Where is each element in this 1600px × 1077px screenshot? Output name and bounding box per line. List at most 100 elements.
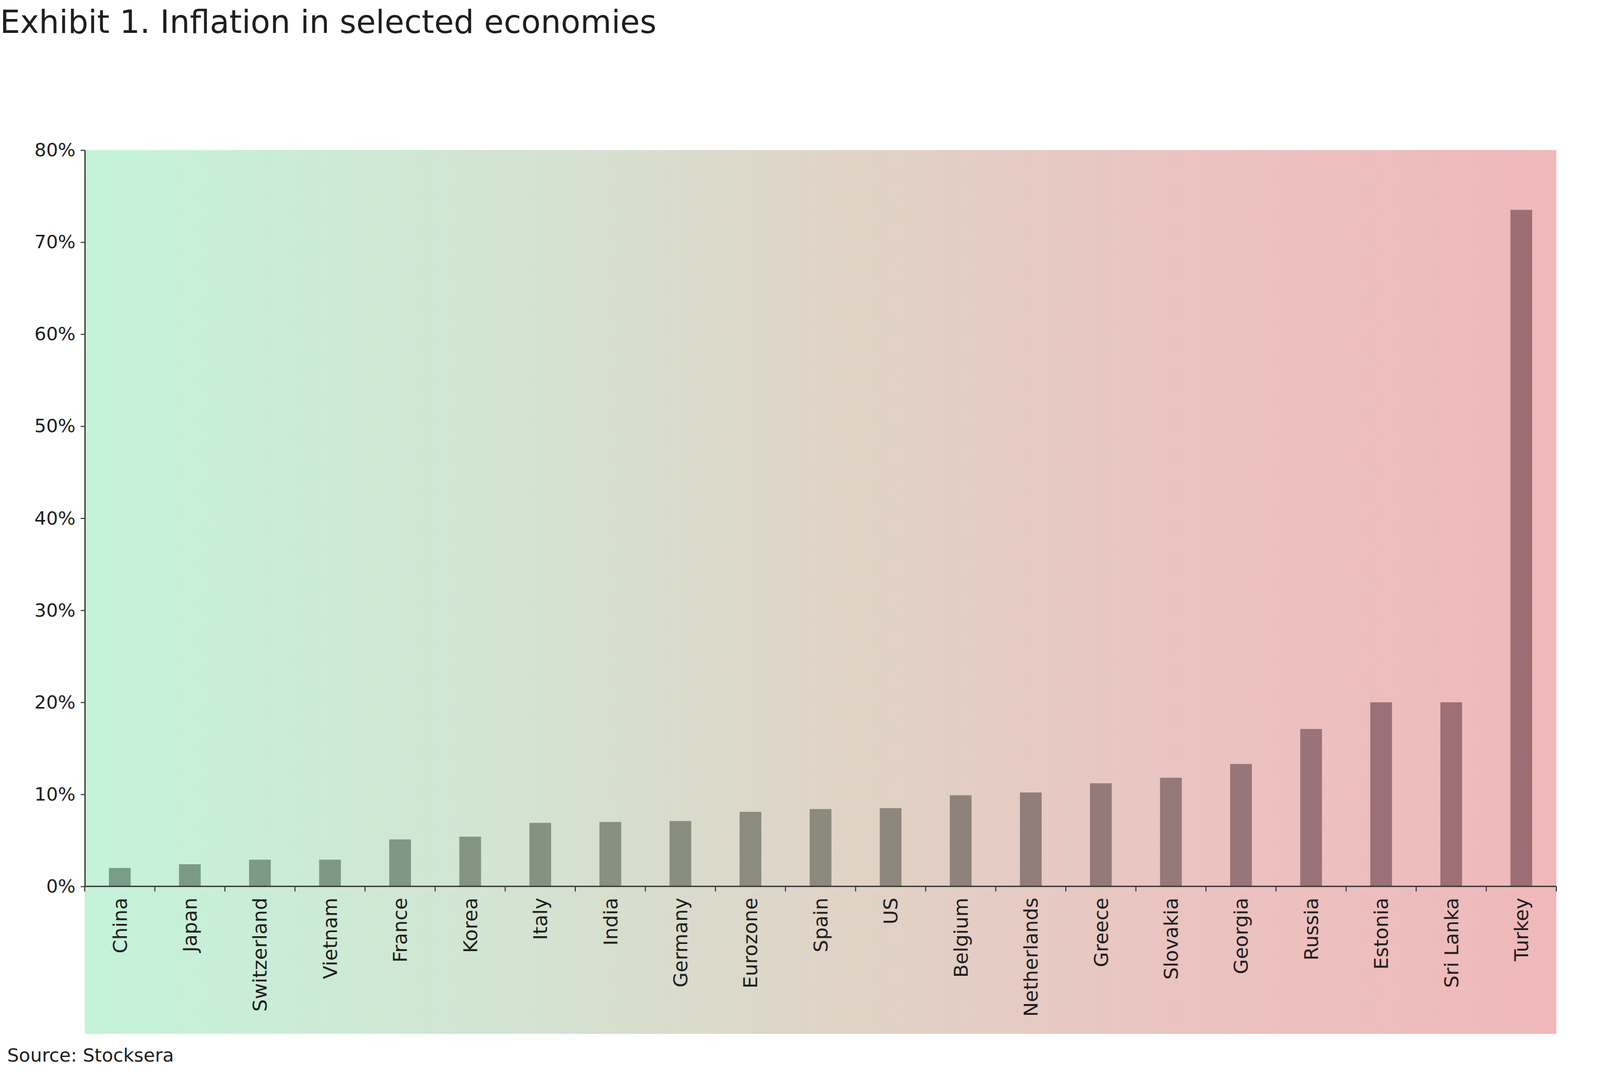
x-tick-label: France: [388, 897, 412, 963]
bar: [1300, 728, 1322, 887]
x-tick-label: Vietnam: [318, 897, 342, 979]
x-separator: [84, 886, 86, 892]
y-tick-mark: [80, 149, 85, 152]
y-tick: 0%: [46, 875, 85, 897]
x-separator: [224, 886, 226, 892]
x-tick-label: Greece: [1089, 897, 1113, 967]
x-tick: Japan: [178, 886, 202, 953]
x-separator: [1415, 886, 1417, 892]
x-tick: India: [599, 886, 623, 946]
x-tick: Belgium: [949, 886, 973, 978]
x-separators: [84, 886, 1557, 892]
y-tick-mark: [80, 793, 85, 795]
y-tick-label: 80%: [34, 139, 76, 161]
x-separator: [1555, 886, 1557, 892]
x-tick: Slovakia: [1159, 886, 1183, 980]
x-separator: [784, 886, 786, 892]
y-tick-label: 20%: [34, 691, 76, 713]
x-tick-label: Slovakia: [1159, 897, 1183, 980]
bar: [1370, 702, 1392, 887]
y-tick: 40%: [34, 507, 85, 529]
x-tick-label: Eurozone: [739, 897, 762, 989]
x-separator: [294, 886, 296, 892]
x-tick-label: Spain: [809, 897, 833, 952]
bar: [879, 807, 902, 887]
x-tick: Georgia: [1229, 886, 1253, 974]
bar: [1089, 782, 1112, 887]
bar: [1159, 777, 1182, 887]
bar: [809, 808, 832, 887]
bar: [1230, 763, 1252, 887]
bar: [1440, 702, 1462, 887]
x-tick-label: Russia: [1300, 897, 1323, 960]
x-separator: [1135, 886, 1137, 892]
y-tick-mark: [80, 241, 85, 243]
chart: 0%10%20%30%40%50%60%70%80%ChinaJapanSwit…: [0, 0, 1600, 1077]
x-tick: Sri Lanka: [1440, 886, 1463, 988]
x-separator: [364, 886, 366, 892]
y-tick-mark: [80, 517, 85, 519]
x-tick-label: India: [599, 897, 623, 946]
x-axis: China Japan Switzerland Vietnam France Korea I…: [84, 886, 1557, 1017]
x-tick: Switzerland: [248, 886, 272, 1012]
y-tick-mark: [80, 701, 85, 703]
x-tick-label: Belgium: [949, 897, 973, 978]
x-tick: Turkey: [1510, 886, 1533, 962]
y-tick: 30%: [34, 599, 85, 621]
x-separator: [855, 886, 857, 892]
y-tick: 60%: [34, 323, 85, 345]
y-tick-label: 70%: [34, 231, 76, 253]
title: Exhibit 1. Inflation in selected economi…: [0, 3, 657, 41]
background: [84, 149, 1557, 1034]
bar: [249, 859, 271, 887]
x-separator: [504, 886, 506, 892]
source: Source: Stocksera: [7, 1044, 175, 1066]
x-separator: [1485, 886, 1487, 892]
x-tick: China: [108, 886, 132, 954]
x-tick: Netherlands: [1019, 886, 1043, 1017]
x-separator: [434, 886, 436, 892]
x-tick: US: [879, 886, 902, 925]
x-separator: [714, 886, 717, 892]
y-tick-label: 60%: [34, 323, 76, 345]
bar: [739, 811, 762, 887]
y-tick-label: 50%: [34, 415, 76, 437]
x-tick: Eurozone: [739, 886, 762, 989]
bar: [389, 839, 411, 887]
y-tick-mark: [80, 886, 85, 888]
x-separator: [574, 886, 576, 892]
bar: [108, 867, 131, 887]
x-tick-label: Japan: [178, 897, 202, 953]
bar: [949, 795, 972, 887]
x-separator: [1065, 886, 1067, 892]
x-tick-label: Switzerland: [248, 897, 272, 1012]
y-tick-label: 40%: [34, 507, 76, 529]
y-tick: 50%: [34, 415, 85, 437]
x-tick-label: Georgia: [1229, 897, 1253, 974]
x-tick-label: Estonia: [1369, 897, 1393, 970]
x-separator: [644, 886, 646, 892]
y-tick: 80%: [34, 139, 85, 161]
y-tick: 70%: [34, 231, 85, 253]
x-tick-label: Korea: [459, 897, 482, 953]
bar: [529, 822, 552, 887]
x-tick: Spain: [809, 886, 833, 952]
bar: [318, 859, 341, 887]
x-axis-line: [84, 885, 1557, 888]
x-tick: Greece: [1089, 886, 1113, 967]
x-tick: Germany: [669, 886, 692, 988]
x-tick: Estonia: [1369, 886, 1393, 970]
bar: [1510, 209, 1533, 887]
bar: [669, 820, 691, 887]
x-separator: [1345, 886, 1347, 892]
bar: [1020, 792, 1042, 887]
x-tick: France: [388, 886, 412, 963]
x-tick-label: US: [879, 897, 902, 925]
bar: [178, 863, 201, 887]
y-axis: 0%10%20%30%40%50%60%70%80%: [34, 139, 86, 897]
x-tick: Russia: [1300, 886, 1323, 960]
x-tick-label: Sri Lanka: [1440, 897, 1463, 988]
x-tick-label: Netherlands: [1019, 897, 1043, 1017]
x-separator: [925, 886, 927, 892]
x-tick-label: Turkey: [1510, 897, 1533, 962]
